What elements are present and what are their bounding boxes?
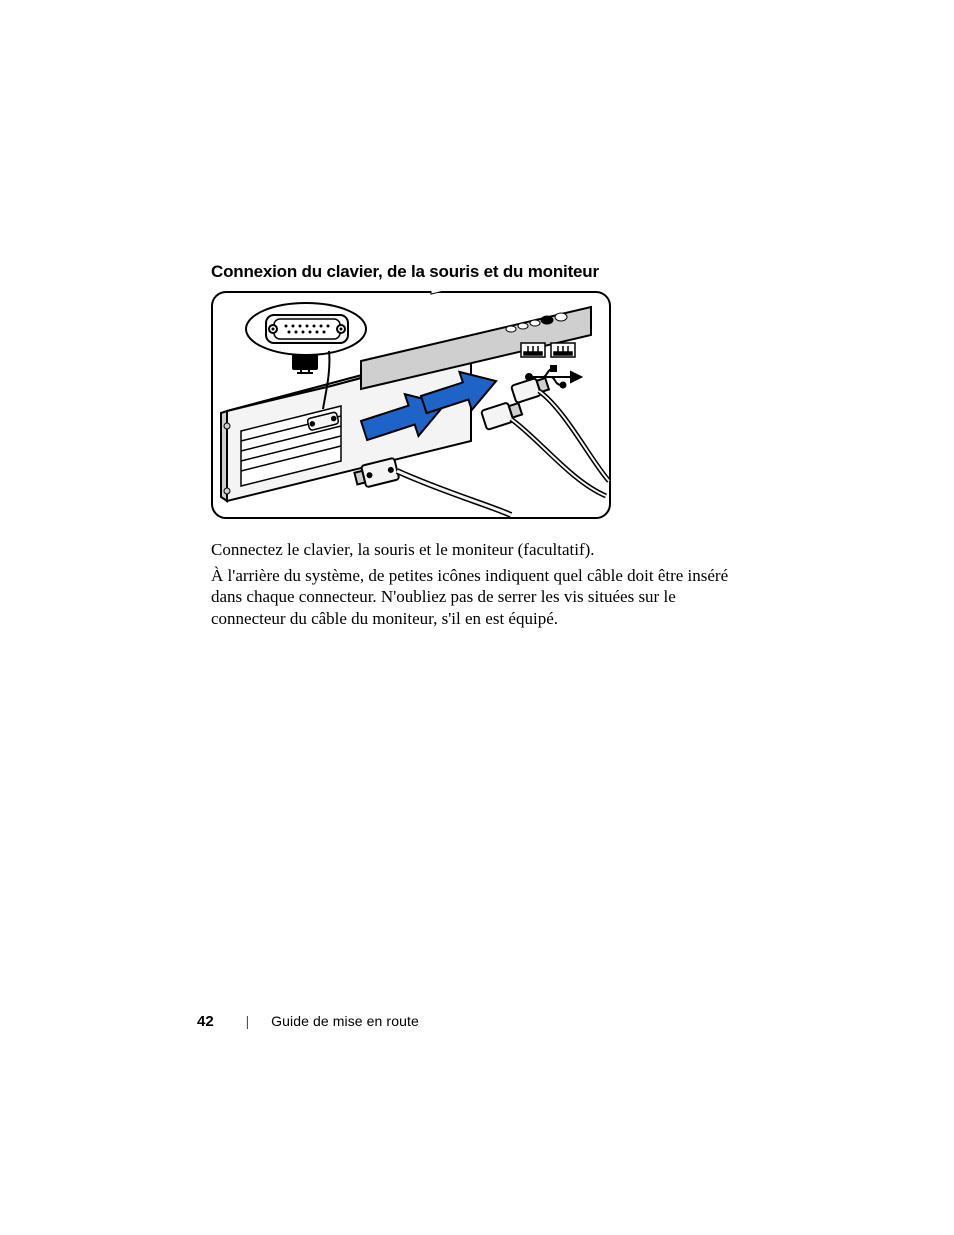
- illustration-figure: [211, 291, 611, 519]
- section-heading: Connexion du clavier, de la souris et du…: [211, 262, 599, 282]
- footer-title: Guide de mise en route: [271, 1013, 419, 1029]
- footer-separator: |: [246, 1013, 250, 1029]
- body-paragraph: À l'arrière du système, de petites icône…: [211, 565, 751, 629]
- document-page: Connexion du clavier, de la souris et du…: [0, 0, 954, 1235]
- figure-caption: Connectez le clavier, la souris et le mo…: [211, 539, 595, 560]
- server-connection-illustration: [211, 291, 611, 519]
- page-number: 42: [197, 1013, 214, 1030]
- page-footer: 42 | Guide de mise en route: [197, 1013, 419, 1030]
